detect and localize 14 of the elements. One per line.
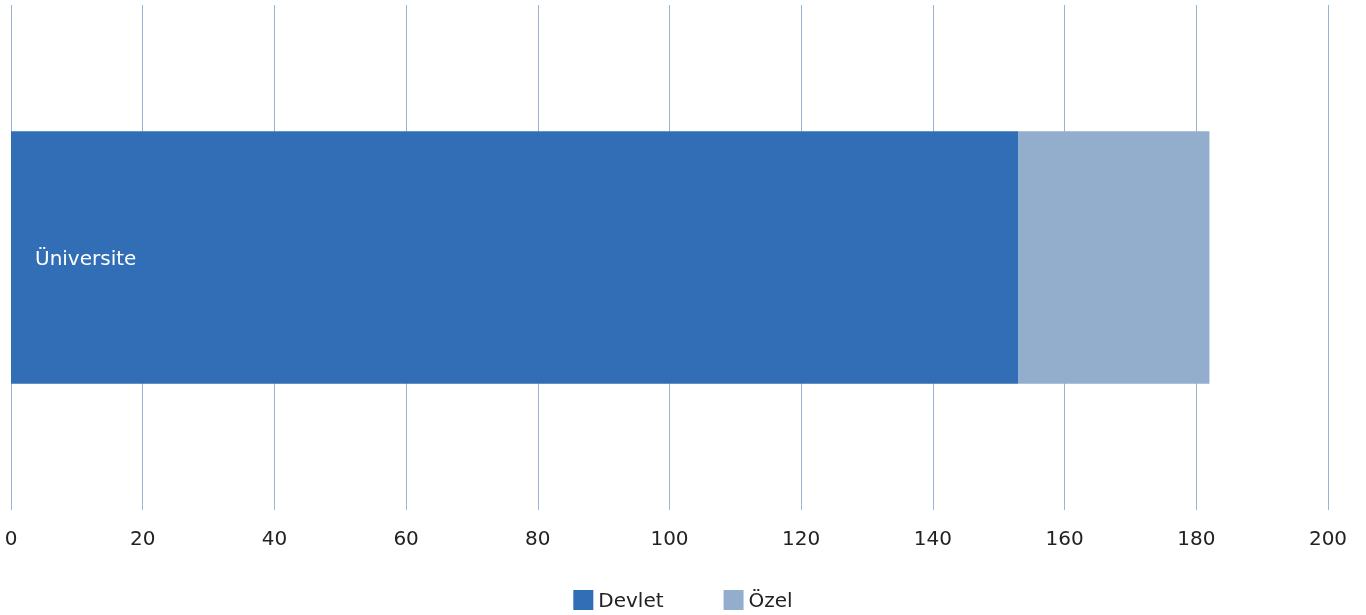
x-tick-label: 180 bbox=[1177, 526, 1216, 550]
x-tick-label: 200 bbox=[1308, 526, 1348, 550]
x-tick-label: 120 bbox=[782, 526, 821, 550]
x-tick-label: 80 bbox=[525, 526, 551, 550]
x-tick-label: 100 bbox=[650, 526, 689, 550]
y-tick-label: Üniversite bbox=[35, 245, 137, 270]
x-tick-label: 160 bbox=[1045, 526, 1084, 550]
legend-label: Devlet bbox=[598, 588, 664, 612]
x-tick-label: 60 bbox=[393, 526, 419, 550]
x-tick-label: 0 bbox=[4, 526, 18, 550]
x-tick-label: 40 bbox=[261, 526, 288, 550]
x-tick-label: 140 bbox=[913, 526, 952, 550]
legend-label: Özel bbox=[748, 588, 793, 612]
x-tick-label: 20 bbox=[129, 526, 156, 550]
